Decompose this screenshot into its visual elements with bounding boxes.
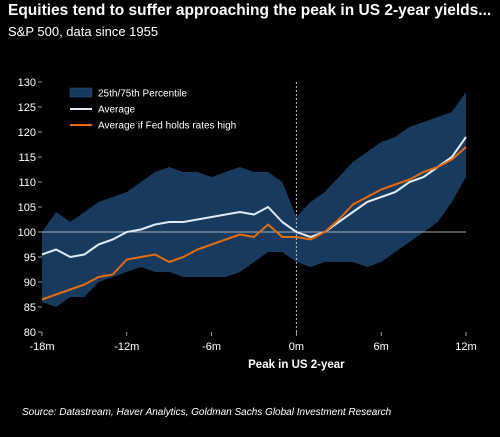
y-tick-label: 90: [24, 277, 36, 289]
y-tick-label: 85: [24, 302, 36, 314]
y-tick-label: 95: [24, 252, 36, 264]
y-tick-label: 80: [24, 327, 36, 339]
chart-subtitle: S&P 500, data since 1955: [8, 24, 159, 39]
average-line: [41, 136, 467, 258]
y-tick-label: 115: [18, 152, 36, 164]
legend: 25th/75th Percentile Average Average if Fe…: [69, 87, 236, 132]
legend-label-fed-high: Average if Fed holds rates high: [98, 121, 236, 132]
plot-area: [41, 82, 467, 332]
x-tick-label: 0m: [289, 341, 304, 353]
chart-title: Equities tend to suffer approaching the …: [8, 2, 492, 19]
x-tick-label: -18m: [29, 341, 54, 353]
x-axis-title: Peak in US 2-year: [248, 359, 345, 371]
x-tick-label: -12m: [114, 341, 139, 353]
legend-label-band: 25th/75th Percentile: [98, 89, 187, 100]
y-tick-label: 105: [18, 202, 36, 214]
legend-swatch-band: [69, 87, 93, 98]
axes: 80 85 90 95 100 105 110 115 120 125 130 -18m -12m -6m…: [18, 77, 477, 371]
x-tick-label: 6m: [374, 341, 389, 353]
x-tick-label: -6m: [202, 341, 221, 353]
y-tick-label: 100: [18, 227, 36, 239]
y-tick-label: 120: [18, 127, 36, 139]
y-tick-label: 110: [18, 177, 36, 189]
legend-label-average: Average: [98, 105, 136, 116]
percentile-band: [42, 92, 466, 307]
y-tick-label: 125: [18, 102, 36, 114]
fed-high-line: [41, 146, 467, 301]
y-tick-label: 130: [18, 77, 36, 89]
source-note: Source: Datastream, Haver Analytics, Gol…: [22, 407, 392, 418]
x-tick-label: 12m: [455, 341, 476, 353]
line-chart: 25th/75th Percentile Average Average if Fe…: [18, 77, 477, 371]
